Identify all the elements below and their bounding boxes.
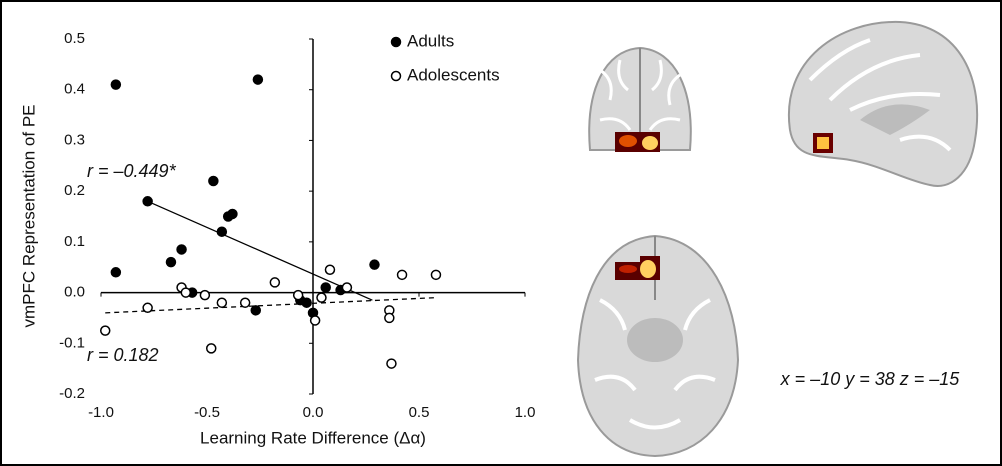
data-point — [181, 288, 190, 297]
legend-marker — [392, 38, 401, 47]
data-point — [398, 270, 407, 279]
data-point — [317, 293, 326, 302]
figure: x = –10 y = 38 z = –15 r = –0.449* r = 0… — [0, 0, 1002, 466]
data-point — [253, 75, 262, 84]
data-point — [143, 303, 152, 312]
data-point — [228, 209, 237, 218]
legend-label: Adults — [407, 31, 454, 50]
x-tick-label: 1.0 — [515, 404, 536, 421]
data-point — [101, 326, 110, 335]
y-tick-label: -0.1 — [59, 334, 85, 351]
y-tick-label: 0.4 — [64, 81, 85, 98]
data-point — [241, 298, 250, 307]
data-point — [111, 268, 120, 277]
y-tick-label: 0.2 — [64, 182, 85, 199]
data-point — [177, 245, 186, 254]
data-point — [387, 359, 396, 368]
annotation: r = –0.449* — [87, 161, 177, 181]
data-point — [342, 283, 351, 292]
data-point — [207, 344, 216, 353]
data-point — [302, 298, 311, 307]
data-point — [111, 80, 120, 89]
y-tick-label: 0.3 — [64, 131, 85, 148]
y-tick-label: 0.1 — [64, 233, 85, 250]
data-point — [325, 265, 334, 274]
legend-label: Adolescents — [407, 65, 500, 84]
data-point — [270, 278, 279, 287]
x-tick-label: -0.5 — [194, 404, 220, 421]
data-point — [294, 291, 303, 300]
data-point — [321, 283, 330, 292]
y-tick-label: 0.5 — [64, 30, 85, 47]
x-tick-label: 0.5 — [409, 404, 430, 421]
x-axis-label: Learning Rate Difference (Δα) — [200, 428, 426, 447]
y-tick-label: 0.0 — [64, 284, 85, 301]
data-point — [143, 197, 152, 206]
data-point — [166, 258, 175, 267]
data-point — [217, 298, 226, 307]
data-point — [370, 260, 379, 269]
data-point — [431, 270, 440, 279]
y-tick-label: -0.2 — [59, 385, 85, 402]
coordinates-label: x = –10 y = 38 z = –15 — [780, 369, 961, 389]
data-point — [251, 306, 260, 315]
data-point — [385, 313, 394, 322]
annotation: r = 0.182 — [87, 345, 159, 365]
y-axis-label: vmPFC Representation of PE — [19, 105, 38, 328]
data-point — [311, 316, 320, 325]
legend-marker — [392, 72, 401, 81]
data-point — [200, 291, 209, 300]
x-tick-label: -1.0 — [88, 404, 114, 421]
x-tick-label: 0.0 — [303, 404, 324, 421]
data-point — [217, 227, 226, 236]
data-point — [209, 177, 218, 186]
